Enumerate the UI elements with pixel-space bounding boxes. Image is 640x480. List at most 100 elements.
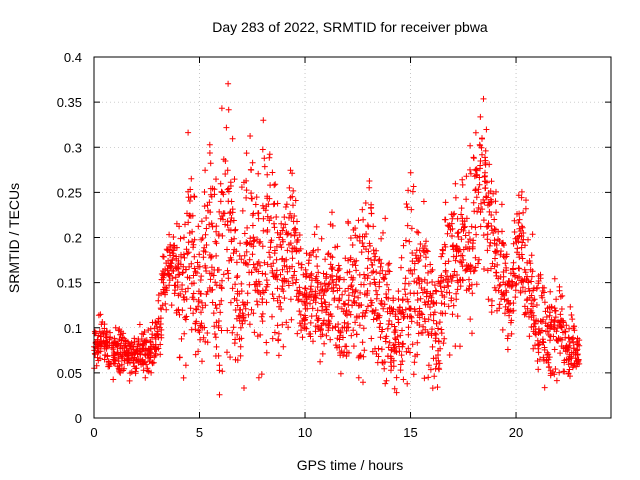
data-point — [395, 316, 402, 323]
data-point — [290, 202, 296, 209]
data-point — [514, 245, 521, 252]
data-point — [535, 349, 542, 356]
data-point — [486, 161, 493, 168]
data-point — [222, 158, 229, 164]
data-point — [327, 336, 334, 343]
data-point — [278, 306, 285, 313]
data-point — [435, 365, 442, 372]
data-point — [230, 217, 237, 224]
data-point — [557, 293, 564, 300]
data-point — [523, 197, 529, 204]
data-point — [277, 241, 284, 248]
data-point — [175, 292, 182, 299]
data-point — [170, 268, 177, 274]
data-point — [489, 260, 496, 267]
data-point — [482, 147, 489, 154]
data-point — [340, 352, 346, 359]
data-point — [269, 335, 276, 342]
data-point — [116, 362, 123, 369]
data-point — [535, 341, 542, 348]
data-point — [303, 299, 310, 306]
data-point — [494, 261, 501, 268]
data-point — [516, 273, 523, 280]
data-point — [303, 250, 310, 257]
data-point — [353, 267, 360, 274]
data-point — [210, 272, 217, 279]
data-point — [189, 294, 196, 301]
data-point — [467, 142, 474, 149]
data-point — [283, 319, 290, 326]
data-point — [225, 80, 232, 87]
data-point — [277, 231, 284, 238]
data-point — [281, 295, 288, 302]
data-point — [279, 227, 286, 234]
data-point — [163, 306, 170, 313]
data-point — [543, 314, 550, 320]
data-point — [472, 254, 479, 261]
data-point — [219, 213, 225, 219]
data-point — [259, 296, 266, 302]
data-point — [390, 297, 397, 304]
data-point — [251, 237, 258, 244]
data-point — [307, 300, 313, 307]
data-point — [274, 285, 281, 292]
data-point — [218, 327, 225, 334]
data-point — [146, 358, 153, 365]
data-point — [326, 320, 333, 327]
data-point — [576, 342, 583, 349]
data-point — [274, 200, 281, 207]
data-point — [416, 247, 423, 254]
data-point — [467, 268, 474, 275]
data-point — [468, 281, 475, 288]
data-point — [208, 220, 215, 227]
data-point — [523, 276, 530, 283]
data-point — [399, 358, 406, 365]
data-point — [206, 150, 213, 156]
data-point — [374, 291, 381, 298]
data-point — [263, 349, 270, 356]
data-point — [246, 256, 253, 263]
data-point — [199, 299, 205, 306]
data-point — [360, 216, 367, 223]
data-point — [211, 331, 218, 337]
data-point — [525, 236, 531, 243]
data-point — [298, 261, 305, 268]
data-point — [438, 253, 445, 260]
data-point — [207, 209, 214, 216]
data-point — [335, 262, 342, 269]
data-point — [560, 329, 566, 336]
data-point — [227, 354, 234, 361]
data-point — [365, 248, 372, 255]
data-point — [411, 260, 418, 267]
data-point — [518, 233, 525, 240]
data-point — [499, 291, 506, 298]
data-point — [414, 297, 421, 303]
data-point — [257, 238, 264, 245]
data-point — [299, 298, 305, 305]
data-point — [519, 224, 526, 231]
data-point — [159, 272, 166, 279]
data-point — [400, 376, 407, 383]
data-point — [216, 367, 223, 374]
data-point — [190, 244, 197, 251]
data-point — [450, 302, 457, 309]
data-point — [201, 324, 208, 331]
data-point — [496, 238, 503, 244]
data-point — [542, 308, 549, 315]
data-point — [521, 266, 528, 273]
data-point — [213, 223, 220, 230]
data-point — [502, 310, 508, 317]
data-point — [469, 290, 476, 297]
data-point — [498, 248, 504, 255]
data-point — [570, 334, 577, 341]
data-point — [248, 306, 255, 313]
data-point — [95, 357, 102, 364]
data-point — [232, 281, 239, 288]
data-point — [274, 276, 281, 283]
data-point — [488, 309, 495, 316]
data-point — [209, 223, 216, 230]
data-point — [454, 245, 461, 252]
data-point — [290, 272, 297, 279]
data-point — [414, 228, 420, 235]
data-point — [162, 300, 169, 307]
